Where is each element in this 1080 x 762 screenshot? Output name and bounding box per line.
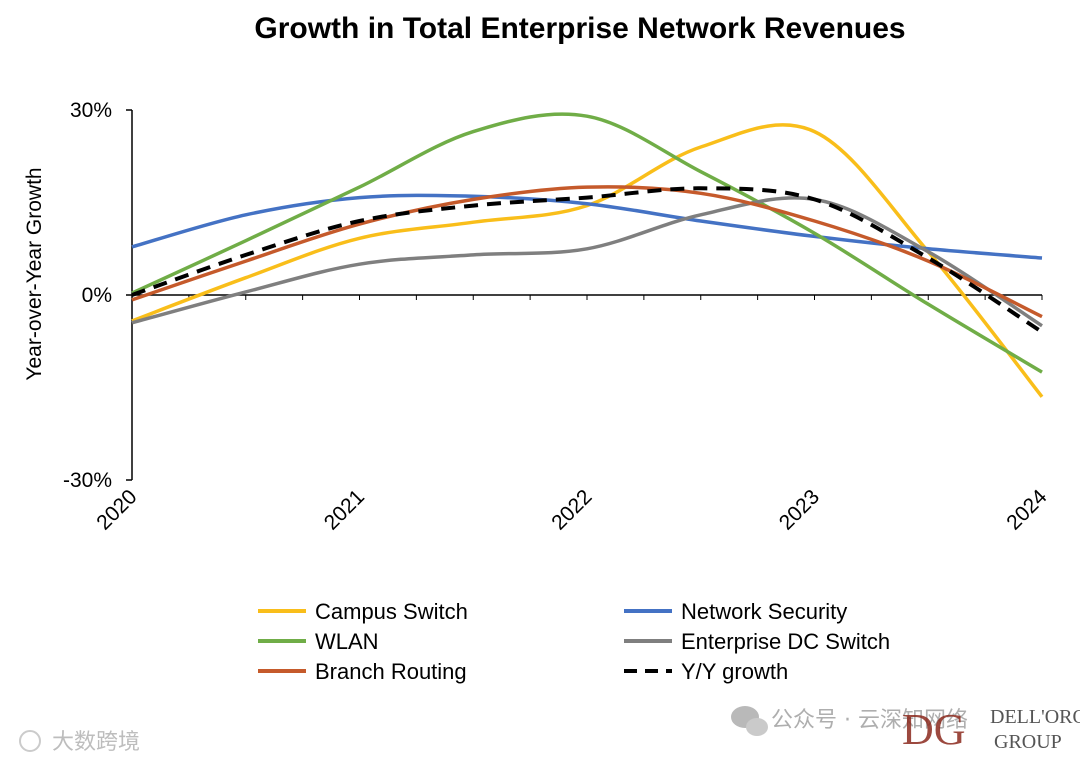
series-line-y-y-growth [131, 186, 1044, 334]
series-line-branch-routing [131, 185, 1043, 319]
series-line-enterprise-dc-switch [131, 196, 1043, 328]
x-tick-label: 2021 [320, 485, 369, 534]
watermark-wechat-text: 公众号 · 云深知网络 [771, 708, 968, 733]
legend-label-branch-routing: Branch Routing [315, 659, 467, 684]
x-tick-label: 2020 [92, 485, 141, 534]
watermark: 大数跨境 公众号 · 云深知网络 DG DELL'ORO GROUP [19, 705, 1080, 755]
series-layer [131, 112, 1044, 398]
watermark-left: 大数跨境 [19, 730, 140, 755]
legend-label-y-y-growth: Y/Y growth [681, 659, 788, 684]
x-tick-label: 2024 [1002, 485, 1052, 535]
y-tick-label: 0% [82, 284, 112, 307]
wechat-icon-bubble [746, 718, 768, 736]
dell-oro-logo-line1: DELL'ORO [990, 706, 1080, 728]
x-tick-label: 2022 [547, 485, 596, 534]
legend-label-campus-switch: Campus Switch [315, 599, 468, 624]
legend-label-wlan: WLAN [315, 629, 379, 654]
watermark-left-text: 大数跨境 [52, 730, 140, 755]
dell-oro-logo: DG DELL'ORO GROUP [902, 705, 1080, 754]
watermark-wechat: 公众号 · 云深知网络 [731, 706, 968, 736]
y-tick-label: 30% [70, 99, 112, 122]
dell-oro-logo-mark: DG [902, 705, 966, 754]
y-tick-label: -30% [63, 469, 112, 492]
watermark-left-icon [19, 730, 41, 752]
axes: 30% 0% -30%2020 2021 2022 2023 2024 [63, 99, 1052, 535]
legend-label-network-security: Network Security [681, 599, 847, 624]
dell-oro-logo-line2: GROUP [994, 731, 1062, 753]
series-line-campus-switch [131, 123, 1044, 398]
chart-title: Growth in Total Enterprise Network Reven… [254, 12, 905, 45]
legend-label-enterprise-dc-switch: Enterprise DC Switch [681, 629, 890, 654]
y-axis-label: Year-over-Year Growth [23, 167, 46, 380]
series-line-network-security [131, 193, 1043, 260]
series-line-wlan [131, 112, 1043, 374]
legend: Campus Switch Network Security WLAN Enterpr… [258, 599, 890, 684]
x-tick-label: 2023 [775, 485, 824, 534]
